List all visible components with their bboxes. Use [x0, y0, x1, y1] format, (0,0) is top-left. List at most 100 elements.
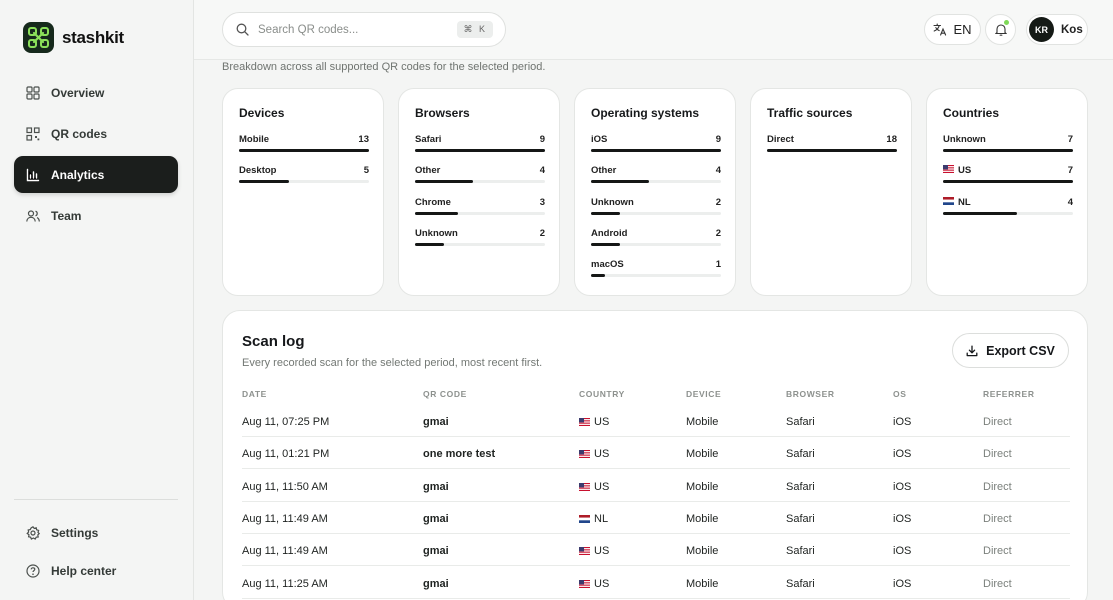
country-label: US: [594, 545, 610, 558]
metric-label: Unknown: [943, 134, 986, 145]
metric-value: 2: [715, 197, 721, 208]
cell-browser: Safari: [786, 448, 815, 461]
table-row[interactable]: Aug 11, 07:25 PM gmai US Mobile Safari iOS Dir…: [242, 405, 1070, 437]
column-header-device[interactable]: DEVICE: [686, 389, 722, 399]
metric-label-wrap: US: [943, 165, 971, 176]
column-header-referrer[interactable]: REFERRER: [983, 389, 1035, 399]
translate-icon: [933, 23, 947, 36]
cell-qr: gmai: [423, 577, 449, 590]
sidebar-item-label: Analytics: [51, 167, 105, 182]
metric-bar: [943, 149, 1073, 152]
metric-value: 9: [539, 134, 545, 145]
cell-country: NL: [579, 513, 608, 526]
card-title: Browsers: [415, 106, 470, 120]
main-content: Search QR codes... ⌘ K EN KR Kos Breakdo…: [194, 0, 1113, 600]
column-header-qr-code[interactable]: QR CODE: [423, 389, 467, 399]
column-header-os[interactable]: OS: [893, 389, 907, 399]
cell-browser: Safari: [786, 416, 815, 428]
brand-name: stashkit: [62, 27, 124, 47]
cell-date: Aug 11, 11:49 AM: [242, 545, 328, 558]
metric-label: Other: [415, 165, 441, 176]
search-input[interactable]: Search QR codes... ⌘ K: [222, 12, 506, 47]
metric-label-wrap: NL: [943, 197, 971, 208]
sidebar-item-team[interactable]: Team: [14, 197, 178, 234]
metric-label: Other: [591, 165, 617, 176]
metric-label: macOS: [591, 259, 624, 270]
metric-track: [415, 180, 545, 183]
cell-date: Aug 11, 11:50 AM: [242, 480, 328, 493]
metric-bar: [767, 149, 897, 152]
metric-label: Direct: [767, 134, 794, 145]
table-row[interactable]: Aug 11, 01:21 PM one more test US Mobile Saf…: [242, 437, 1070, 470]
card-browsers: Browsers Safari 9 Other 4 Chrome 3 Unknown 2: [398, 88, 560, 296]
notifications-button[interactable]: [985, 14, 1016, 45]
sidebar-item-settings[interactable]: Settings: [14, 514, 178, 551]
cell-referrer: Direct: [983, 545, 1012, 558]
metric-track: [239, 149, 369, 152]
export-csv-button[interactable]: Export CSV: [952, 333, 1069, 368]
metric-value: 4: [539, 165, 545, 176]
card-devices: Devices Mobile 13 Desktop 5: [222, 88, 384, 296]
notification-dot: [1004, 20, 1009, 25]
metric-item: Unknown 7: [943, 134, 1073, 156]
cell-os: iOS: [893, 480, 912, 493]
scan-log-description: Every recorded scan for the selected per…: [242, 357, 543, 369]
metric-label: Mobile: [239, 134, 270, 145]
cell-country: US: [579, 416, 609, 429]
cell-device: Mobile: [686, 480, 719, 493]
sidebar-item-label: Team: [51, 208, 82, 223]
metric-track: [591, 212, 721, 215]
column-header-date[interactable]: DATE: [242, 389, 267, 399]
cell-os: iOS: [893, 545, 912, 558]
metric-track: [239, 180, 369, 183]
cell-device: Mobile: [686, 577, 719, 590]
metric-item: Safari 9: [415, 134, 545, 156]
download-icon: [966, 345, 978, 356]
table-row[interactable]: Aug 11, 11:49 AM gmai NL Mobile Safari iOS Dir…: [242, 502, 1070, 534]
us-flag-icon: [579, 546, 590, 558]
metric-bar: [415, 243, 444, 246]
metric-bar: [415, 180, 473, 183]
cell-referrer: Direct: [983, 448, 1012, 461]
table-row[interactable]: Aug 11, 11:49 AM gmai US Mobile Safari iOS Dir…: [242, 534, 1070, 567]
breakdown-subtitle: Breakdown across all supported QR codes …: [222, 61, 546, 73]
cell-referrer: Direct: [983, 577, 1012, 590]
help-icon: [26, 563, 40, 578]
bell-icon: [994, 24, 1007, 36]
cell-country: US: [579, 481, 609, 494]
language-button[interactable]: EN: [924, 14, 981, 45]
sidebar-item-qr-codes[interactable]: QR codes: [14, 115, 178, 152]
cell-country: US: [579, 578, 609, 591]
sidebar-item-help-center[interactable]: Help center: [14, 552, 178, 589]
metric-label: Android: [591, 228, 628, 239]
metric-bar: [591, 180, 649, 183]
country-label: US: [594, 577, 610, 590]
bar-chart-icon: [26, 168, 40, 181]
metric-label: Unknown: [591, 197, 634, 208]
sidebar-item-analytics[interactable]: Analytics: [14, 156, 178, 193]
column-header-country[interactable]: COUNTRY: [579, 389, 625, 399]
us-flag-icon: [579, 579, 590, 591]
column-header-browser[interactable]: BROWSER: [786, 389, 835, 399]
metric-track: [591, 274, 721, 277]
metric-track: [943, 212, 1073, 215]
metric-label: Chrome: [415, 197, 451, 208]
metric-value: 3: [539, 197, 545, 208]
sidebar-item-label: Help center: [51, 563, 117, 578]
metric-track: [943, 180, 1073, 183]
metric-track: [591, 243, 721, 246]
cell-qr: gmai: [423, 416, 449, 428]
sidebar-item-overview[interactable]: Overview: [14, 74, 178, 111]
metric-label: Unknown: [415, 228, 458, 239]
us-flag-icon: [943, 165, 954, 176]
card-traffic-sources: Traffic sources Direct 18: [750, 88, 912, 296]
table-row[interactable]: Aug 11, 11:50 AM gmai US Mobile Safari iOS Dir…: [242, 470, 1070, 502]
brand[interactable]: stashkit: [23, 22, 124, 53]
user-menu-button[interactable]: KR Kos: [1026, 14, 1088, 45]
metric-bar: [415, 149, 545, 152]
cell-date: Aug 11, 07:25 PM: [242, 416, 330, 428]
table-row[interactable]: Aug 11, 11:25 AM gmai US Mobile Safari iOS Dir…: [242, 567, 1070, 599]
us-flag-icon: [579, 482, 590, 494]
country-label: US: [594, 448, 610, 461]
metric-label: iOS: [591, 134, 608, 145]
